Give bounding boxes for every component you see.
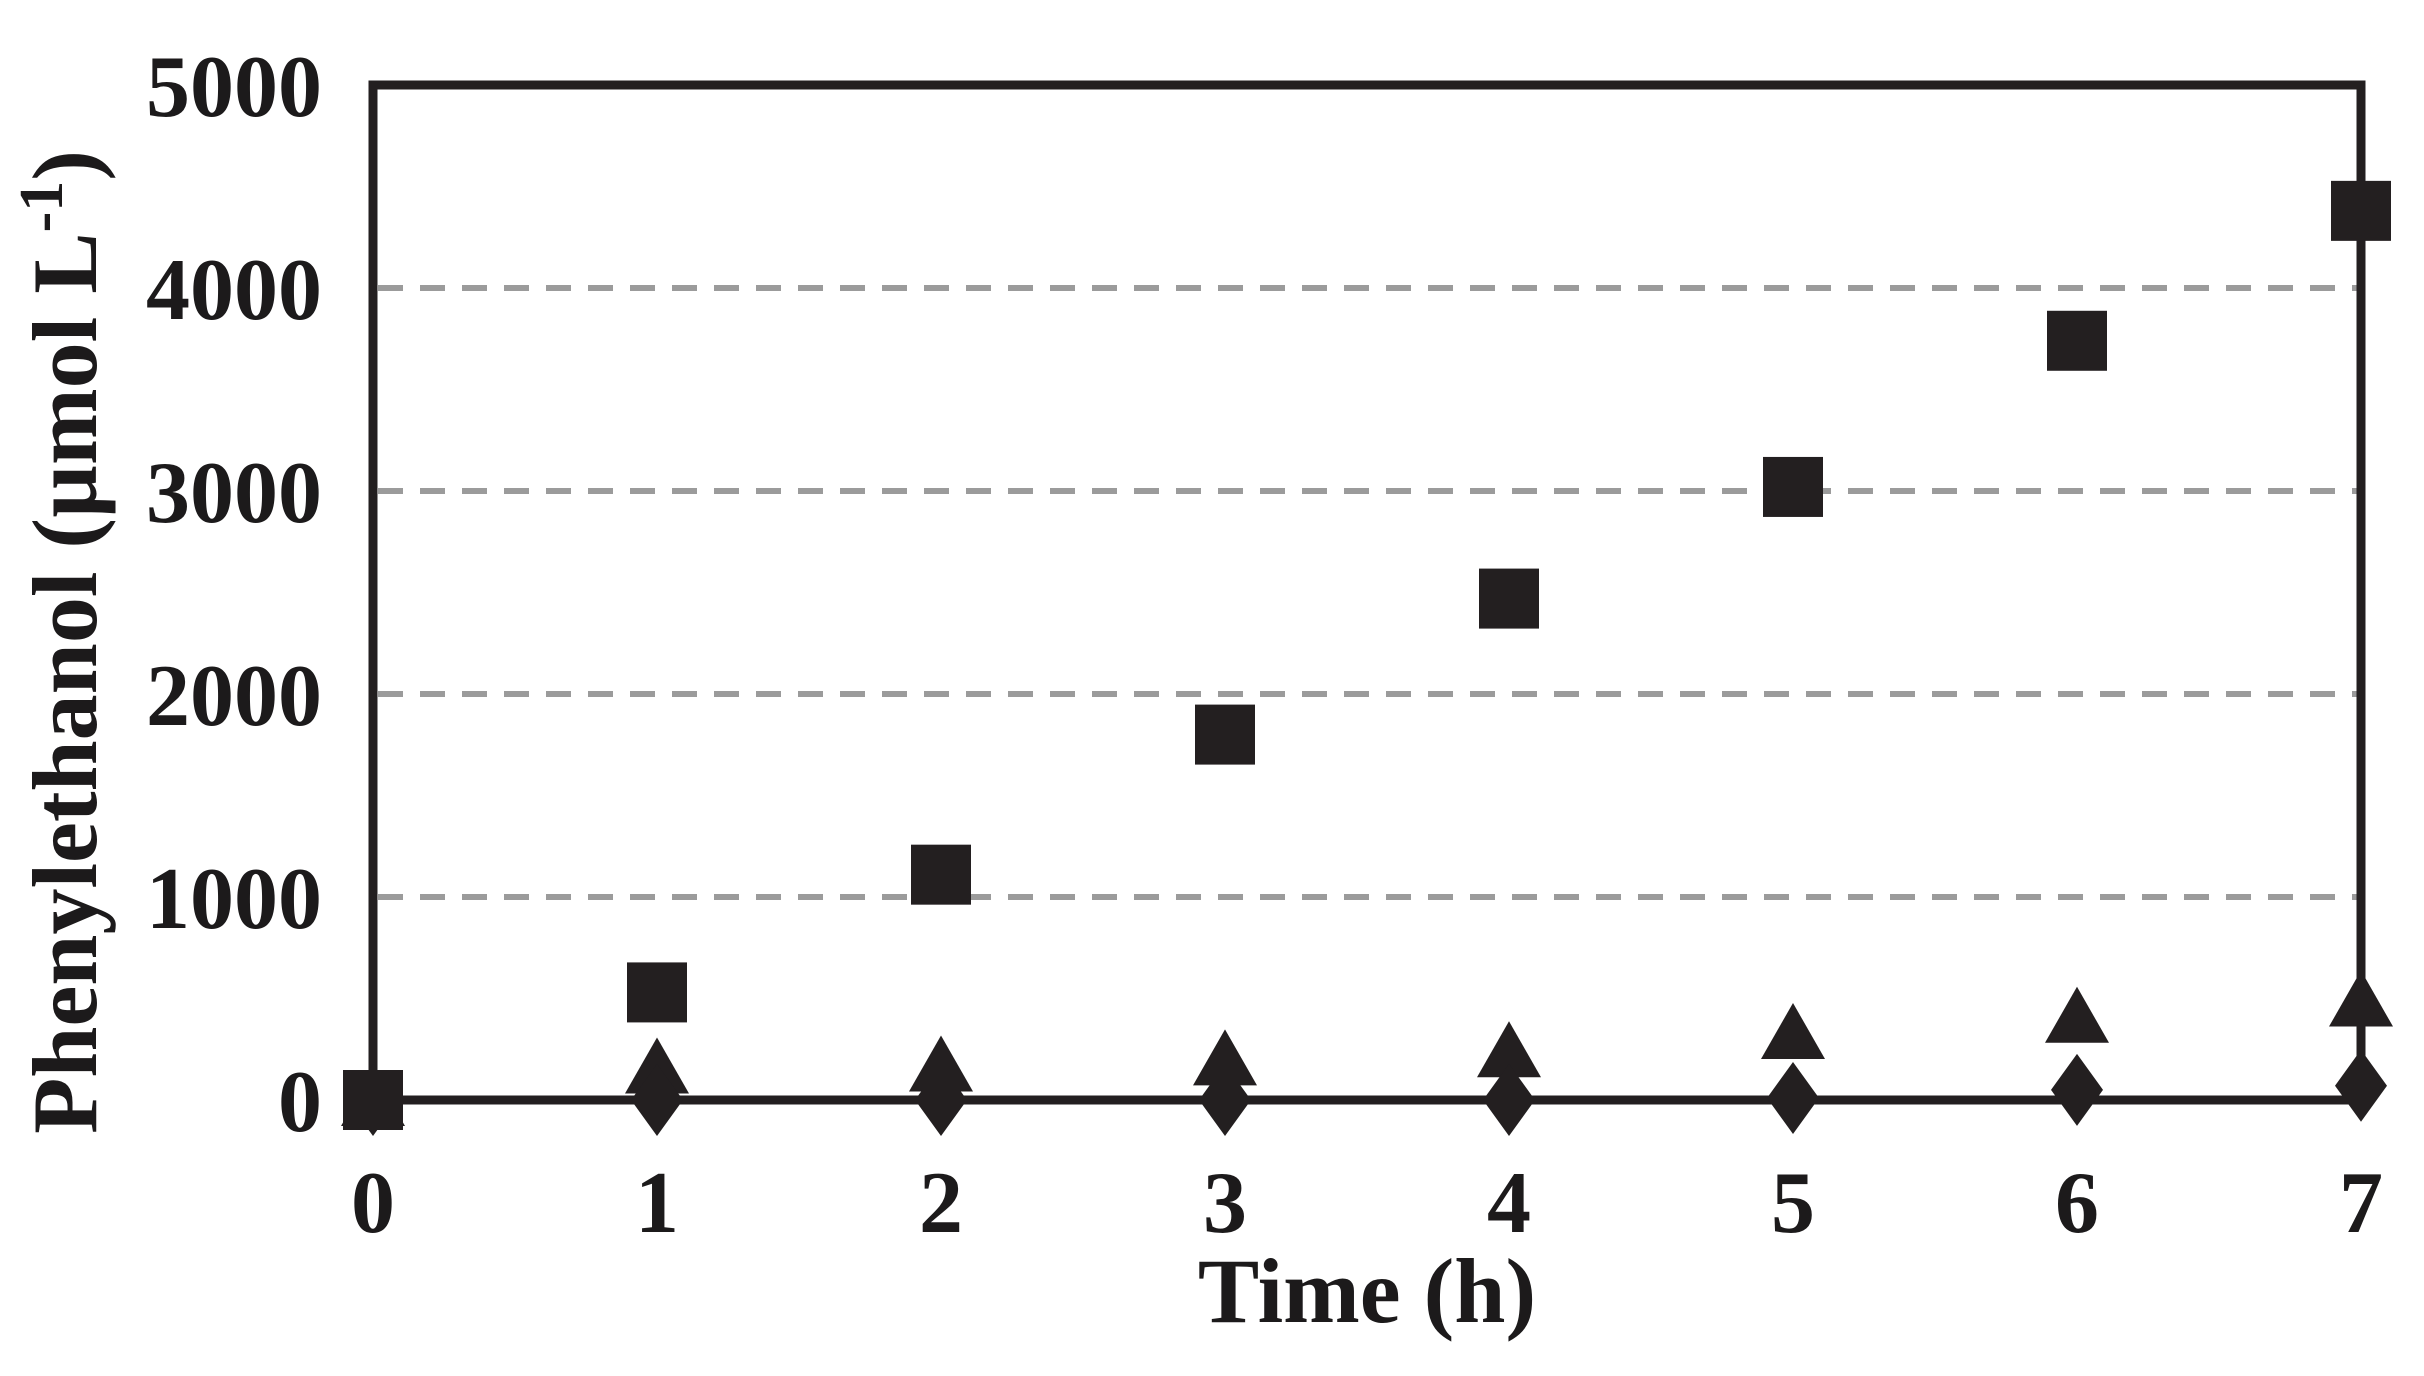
y-tick-label: 3000 xyxy=(146,445,322,542)
triangle-marker xyxy=(1761,1003,1825,1060)
triangle-marker xyxy=(2329,970,2393,1027)
x-tick-label: 7 xyxy=(2339,1155,2383,1252)
triangle-marker xyxy=(1193,1029,1257,1086)
y-tick-label: 1000 xyxy=(146,851,322,948)
triangle-marker xyxy=(1477,1021,1541,1078)
x-tick-label: 0 xyxy=(351,1155,395,1252)
triangle-marker xyxy=(2045,986,2109,1043)
x-tick-label: 6 xyxy=(2055,1155,2099,1252)
x-tick-label: 3 xyxy=(1203,1155,1247,1252)
y-tick-label: 0 xyxy=(278,1054,322,1151)
y-tick-label: 5000 xyxy=(146,39,322,136)
y-tick-label: 4000 xyxy=(146,242,322,339)
y-tick-label: 2000 xyxy=(146,648,322,745)
x-axis-tick-labels: 0 1 2 3 4 5 6 7 xyxy=(351,1155,2383,1252)
x-tick-label: 2 xyxy=(919,1155,963,1252)
square-marker xyxy=(911,844,971,905)
diamond-marker xyxy=(2335,1049,2387,1122)
diamond-marker xyxy=(2051,1053,2103,1126)
triangle-marker xyxy=(909,1035,973,1092)
diamond-marker xyxy=(915,1064,967,1136)
square-marker xyxy=(627,962,687,1023)
square-marker xyxy=(2331,180,2391,241)
square-marker xyxy=(2047,310,2107,371)
x-tick-label: 4 xyxy=(1487,1155,1531,1252)
square-marker xyxy=(1479,568,1539,629)
diamond-marker xyxy=(1483,1064,1535,1136)
diamond-marker xyxy=(1767,1061,1819,1134)
diamond-marker xyxy=(631,1064,683,1136)
x-tick-label: 5 xyxy=(1771,1155,1815,1252)
square-marker xyxy=(1195,704,1255,765)
x-tick-label: 1 xyxy=(635,1155,679,1252)
plot-frame xyxy=(368,80,2366,1105)
x-axis-title: Time (h) xyxy=(1198,1240,1536,1342)
square-marker xyxy=(343,1070,403,1130)
square-marker xyxy=(1763,456,1823,517)
gridlines xyxy=(378,285,2357,900)
y-axis-tick-labels: 0 1000 2000 3000 4000 5000 xyxy=(146,39,322,1151)
data-markers xyxy=(341,180,2393,1136)
y-axis-title: Phenylethanol (µmol L-1) xyxy=(8,150,116,1134)
diamond-marker xyxy=(1199,1064,1251,1136)
